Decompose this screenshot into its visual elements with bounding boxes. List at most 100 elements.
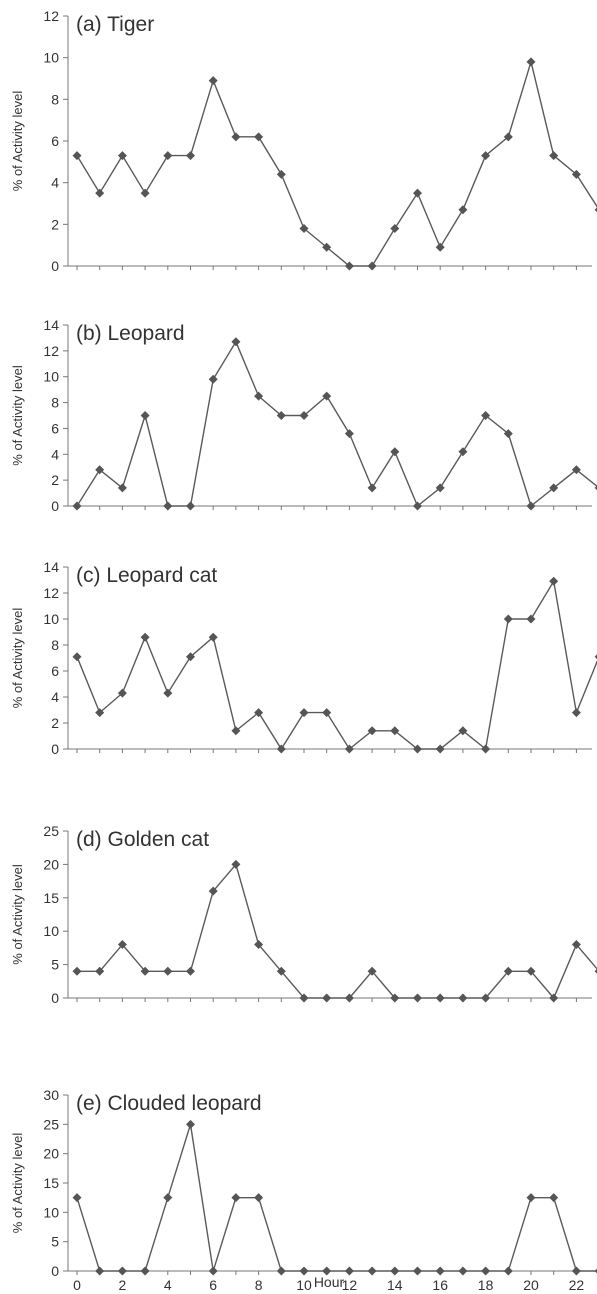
- chart-panel: 0 2 4 6 8 10 12 14 % of Activity level (c) Leopar…: [10, 559, 597, 757]
- y-tick-label: 10: [43, 611, 59, 627]
- chart-panel: 0 5 10 15 20 25 30 0 2 4 6 8 10 12 14 16 18 20 22 % of Acti…: [10, 1087, 597, 1293]
- x-tick-label: 2: [119, 1277, 127, 1293]
- panel-title: (a) Tiger: [76, 13, 154, 36]
- y-tick-label: 12: [43, 343, 59, 359]
- data-point: [163, 966, 173, 976]
- data-point: [322, 242, 332, 252]
- data-point: [208, 886, 218, 896]
- data-point: [299, 1266, 309, 1276]
- y-tick-label: 15: [43, 890, 59, 906]
- panel-title: (b) Leopard: [76, 322, 185, 345]
- y-tick-label: 30: [43, 1087, 59, 1103]
- y-tick-label: 0: [51, 258, 59, 274]
- data-point: [503, 1266, 513, 1276]
- data-point: [367, 726, 377, 736]
- data-point: [367, 261, 377, 271]
- data-point: [435, 242, 445, 252]
- y-tick-label: 8: [51, 637, 59, 653]
- x-tick-label: 18: [478, 1277, 494, 1293]
- data-point: [435, 483, 445, 493]
- data-point: [481, 993, 491, 1003]
- chart-panel: 0 5 10 15 20 25 % of Activity level (d) Golden …: [10, 823, 597, 1006]
- y-tick-label: 6: [51, 420, 59, 436]
- data-point: [413, 744, 422, 754]
- data-point: [594, 654, 597, 660]
- data-point: [571, 465, 581, 475]
- y-axis-label: % of Activity level: [10, 365, 25, 466]
- data-point: [458, 726, 468, 736]
- x-tick-label: 22: [569, 1277, 585, 1293]
- data-point: [231, 1193, 241, 1203]
- data-point: [344, 429, 354, 439]
- data-point: [594, 968, 597, 974]
- data-point: [503, 614, 513, 624]
- series-line: [77, 862, 597, 1000]
- data-point: [276, 411, 286, 420]
- data-point: [72, 652, 82, 662]
- series-line: [76, 1124, 597, 1272]
- data-point: [254, 391, 264, 401]
- y-tick-label: 5: [51, 1234, 59, 1250]
- data-point: [390, 224, 400, 233]
- data-point: [72, 501, 82, 511]
- data-point: [276, 169, 286, 179]
- y-tick-label: 4: [51, 446, 59, 462]
- y-tick-label: 4: [51, 689, 59, 705]
- y-tick-label: 0: [51, 498, 59, 514]
- data-point: [208, 1266, 218, 1276]
- data-point: [549, 576, 559, 586]
- data-point: [299, 993, 309, 1003]
- y-tick-label: 0: [51, 990, 59, 1006]
- x-tick-label: 16: [432, 1277, 448, 1293]
- data-point: [163, 688, 173, 698]
- y-tick-label: 5: [51, 957, 59, 973]
- y-tick-label: 8: [51, 91, 59, 107]
- data-point: [186, 1119, 195, 1129]
- data-point: [322, 1266, 332, 1276]
- x-tick-label: 14: [387, 1277, 403, 1293]
- data-point: [299, 224, 309, 233]
- y-tick-label: 12: [43, 8, 59, 24]
- data-point: [549, 483, 559, 493]
- data-point: [413, 993, 422, 1003]
- y-tick-label: 6: [51, 133, 59, 149]
- chart-panels: 0 2 4 6 8 10 12 % of Activity level (a) Tiger 0 2 4…: [10, 8, 597, 1293]
- data-point: [549, 993, 559, 1003]
- data-point: [458, 447, 468, 457]
- panel-title: (d) Golden cat: [76, 828, 209, 851]
- data-point: [344, 261, 354, 271]
- data-point: [140, 1266, 150, 1276]
- y-tick-label: 2: [51, 216, 59, 232]
- data-point: [458, 993, 468, 1003]
- data-point: [435, 1266, 445, 1276]
- y-tick-label: 10: [43, 923, 59, 939]
- data-point: [390, 726, 400, 736]
- data-point: [276, 966, 286, 976]
- data-point: [594, 207, 597, 213]
- data-point: [254, 708, 264, 718]
- data-point: [526, 57, 536, 67]
- series-line: [76, 579, 597, 751]
- data-point: [571, 940, 581, 950]
- data-point: [95, 966, 105, 976]
- data-point: [390, 1266, 400, 1276]
- data-point: [231, 337, 241, 347]
- data-point: [526, 1193, 536, 1203]
- data-point: [254, 132, 264, 142]
- y-tick-label: 2: [51, 472, 59, 488]
- y-tick-label: 4: [51, 175, 59, 191]
- data-point: [276, 1266, 286, 1276]
- panel-title: (c) Leopard cat: [76, 564, 217, 587]
- data-point: [140, 411, 150, 420]
- data-point: [413, 1266, 422, 1276]
- data-point: [95, 708, 105, 718]
- data-point: [299, 708, 309, 718]
- data-point: [458, 205, 468, 215]
- y-axis-label: % of Activity level: [10, 91, 25, 192]
- data-point: [208, 76, 218, 86]
- data-point: [322, 708, 332, 718]
- data-point: [458, 1266, 468, 1276]
- data-point: [163, 501, 173, 511]
- x-tick-label: 10: [296, 1277, 312, 1293]
